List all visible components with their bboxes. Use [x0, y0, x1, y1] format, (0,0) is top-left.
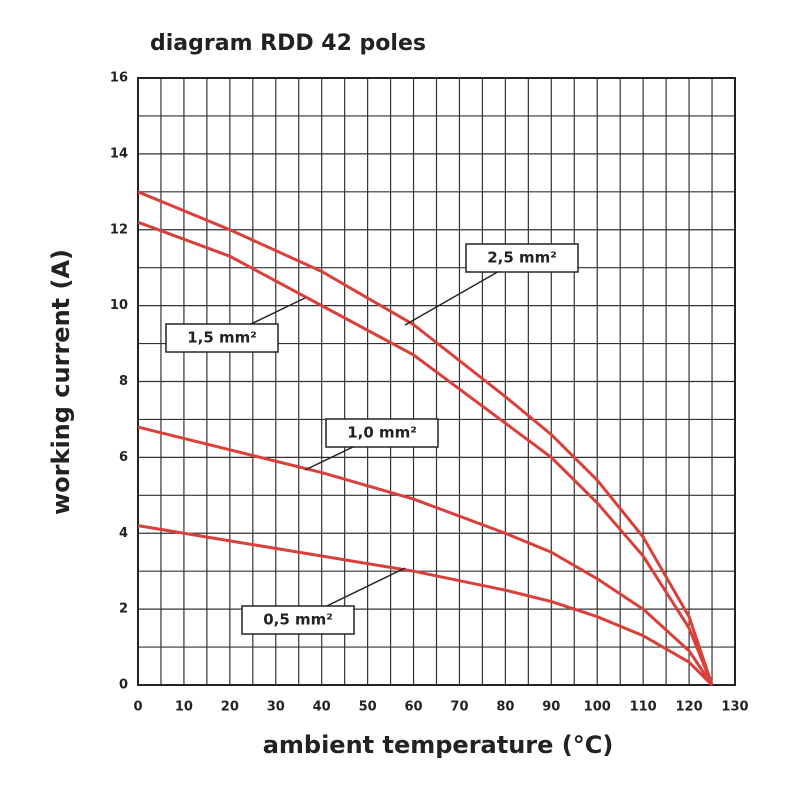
- x-tick-label: 110: [630, 700, 657, 715]
- series-line: [137, 220, 714, 686]
- y-tick-label: 12: [110, 222, 128, 237]
- label-box: [165, 323, 279, 353]
- y-tick-label: 10: [110, 298, 128, 313]
- x-tick-label: 70: [450, 700, 468, 715]
- series-label: 1,5 mm²: [187, 329, 257, 347]
- y-tick-label: 8: [119, 374, 128, 389]
- x-tick-label: 40: [313, 700, 331, 715]
- plot-frame: [137, 77, 736, 686]
- x-tick-label: 50: [359, 700, 377, 715]
- series-line: [137, 524, 714, 687]
- series-label: 1,0 mm²: [347, 424, 417, 442]
- label-box: [241, 605, 355, 635]
- y-axis-label: working current (A): [47, 249, 75, 515]
- label-box: [325, 418, 439, 448]
- chart-title: diagram RDD 42 poles: [150, 31, 426, 56]
- y-tick-label: 2: [119, 602, 128, 617]
- x-tick-label: 0: [133, 700, 142, 715]
- x-axis-label: ambient temperature (°C): [263, 731, 614, 759]
- x-tick-label: 120: [676, 700, 703, 715]
- x-tick-label: 100: [584, 700, 611, 715]
- x-tick-label: 90: [542, 700, 560, 715]
- series-line: [137, 425, 714, 686]
- x-tick-label: 80: [496, 700, 514, 715]
- series-line: [137, 190, 714, 686]
- label-box: [465, 243, 579, 273]
- y-tick-label: 14: [110, 146, 128, 161]
- y-tick-label: 4: [119, 526, 128, 541]
- series-label: 0,5 mm²: [263, 611, 333, 629]
- y-tick-label: 6: [119, 450, 128, 465]
- x-tick-label: 10: [175, 700, 193, 715]
- x-tick-label: 130: [721, 700, 748, 715]
- x-tick-label: 60: [404, 700, 422, 715]
- y-tick-label: 16: [110, 71, 128, 86]
- series-label: 2,5 mm²: [487, 249, 557, 267]
- x-tick-label: 20: [221, 700, 239, 715]
- x-tick-label: 30: [267, 700, 285, 715]
- y-tick-label: 0: [119, 678, 128, 693]
